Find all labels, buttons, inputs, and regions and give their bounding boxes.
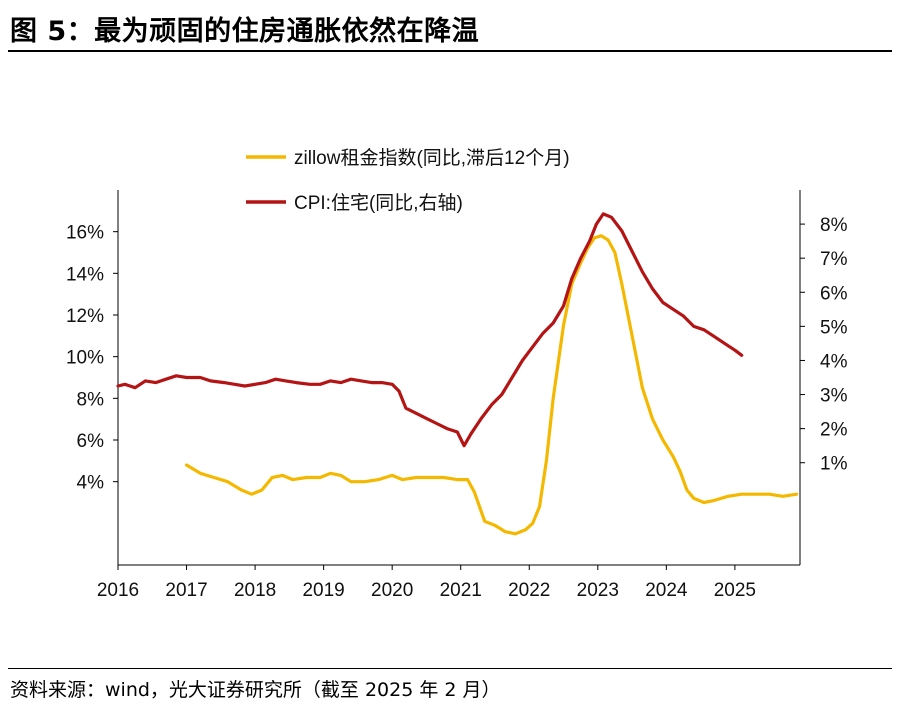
x-tick-label: 2020 (371, 580, 413, 601)
x-tick-label: 2019 (302, 580, 344, 601)
y-right-tick-label: 1% (820, 454, 848, 475)
y-left-tick-label: 8% (77, 389, 105, 410)
title-divider (8, 50, 892, 52)
legend: zillow租金指数(同比,滞后12个月) CPI:住宅(同比,右轴) (246, 147, 570, 214)
figure-title: 图 5：最为顽固的住房通胀依然在降温 (10, 16, 480, 47)
source-divider (8, 668, 892, 669)
x-tick-label: 2016 (97, 580, 139, 601)
zillow-rent-line (184, 234, 799, 536)
source-note: 资料来源：wind，光大证券研究所（截至 2025 年 2 月） (10, 679, 501, 701)
y-right-tick-label: 4% (820, 351, 848, 372)
y-right-tick-label: 2% (820, 420, 848, 441)
y-right-tick-label: 7% (820, 249, 848, 270)
x-tick-label: 2018 (234, 580, 276, 601)
x-tick-label: 2025 (714, 580, 756, 601)
legend-label: CPI:住宅(同比,右轴) (294, 192, 463, 214)
cpi-housing-line (116, 212, 744, 448)
plot-area: 4% 6% 8% 10% 12% 14% 16% 1% 2% 3% 4% 5% 6% 7% 8% 2016 20… (66, 190, 848, 601)
y-right-tick-label: 5% (820, 317, 848, 338)
x-tick-label: 2022 (508, 580, 550, 601)
y-left-tick-label: 6% (77, 431, 105, 452)
y-left-tick-label: 4% (77, 473, 105, 494)
legend-label: zillow租金指数(同比,滞后12个月) (294, 147, 570, 169)
y-right-tick-label: 6% (820, 283, 848, 304)
x-tick-label: 2023 (577, 580, 619, 601)
y-left-tick-label: 10% (66, 348, 104, 369)
y-right-tick-label: 8% (820, 215, 848, 236)
y-left-tick-label: 16% (66, 223, 104, 244)
chart: 4% 6% 8% 10% 12% 14% 16% 1% 2% 3% 4% 5% 6% 7% 8% 2016 20… (66, 147, 848, 601)
y-left-tick-label: 14% (66, 264, 104, 285)
x-tick-label: 2024 (645, 580, 688, 601)
x-tick-label: 2017 (165, 580, 207, 601)
x-tick-label: 2021 (440, 580, 482, 601)
y-left-tick-label: 12% (66, 306, 104, 327)
y-right-tick-label: 3% (820, 386, 848, 407)
